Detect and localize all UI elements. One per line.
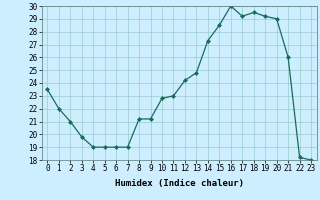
X-axis label: Humidex (Indice chaleur): Humidex (Indice chaleur) bbox=[115, 179, 244, 188]
